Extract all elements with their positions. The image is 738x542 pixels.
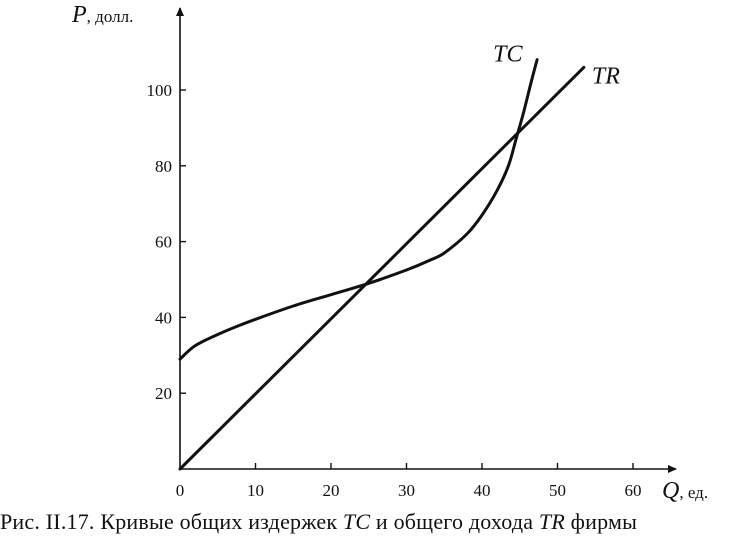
series-lines xyxy=(178,58,586,471)
series-label-tc: TC xyxy=(493,42,523,68)
caption-suffix: фирмы xyxy=(564,509,638,534)
x-axis-label: Q, ед. xyxy=(662,478,708,504)
x-ticks: 0 10 20 30 40 50 60 xyxy=(176,463,642,500)
x-tick-label: 30 xyxy=(398,481,415,500)
series-label-tr: TR xyxy=(592,63,620,89)
y-tick-label: 40 xyxy=(155,308,172,327)
y-axis-label-unit: , долл. xyxy=(87,7,134,26)
y-tick-label: 60 xyxy=(155,233,172,252)
caption-tr: TR xyxy=(538,509,565,534)
caption-tc: TC xyxy=(342,509,371,534)
x-tick-label: 40 xyxy=(474,481,491,500)
y-axis-label: P, долл. xyxy=(71,2,133,28)
x-tick-label: 10 xyxy=(247,481,264,500)
x-axis-label-unit: , ед. xyxy=(679,483,708,502)
axes xyxy=(176,7,677,473)
y-tick-label: 100 xyxy=(147,81,173,100)
x-tick-label: 60 xyxy=(625,481,642,500)
x-tick-label: 20 xyxy=(323,481,340,500)
series-line-tr xyxy=(178,65,586,471)
caption-prefix: Рис. II.17. Кривые общих издержек xyxy=(0,509,343,534)
y-tick-label: 20 xyxy=(155,384,172,403)
x-tick-label: 50 xyxy=(549,481,566,500)
caption-middle: и общего дохода xyxy=(370,509,539,534)
x-axis-label-symbol: Q xyxy=(662,478,679,504)
series-line-tc xyxy=(178,58,539,361)
y-tick-label: 80 xyxy=(155,157,172,176)
figure-caption: Рис. II.17. Кривые общих издержек TC и о… xyxy=(0,509,738,539)
y-ticks: 20 40 60 80 100 xyxy=(147,81,186,403)
y-axis-label-symbol: P xyxy=(71,2,87,28)
x-tick-label: 0 xyxy=(176,481,185,500)
series-labels: TC TR xyxy=(493,42,620,90)
